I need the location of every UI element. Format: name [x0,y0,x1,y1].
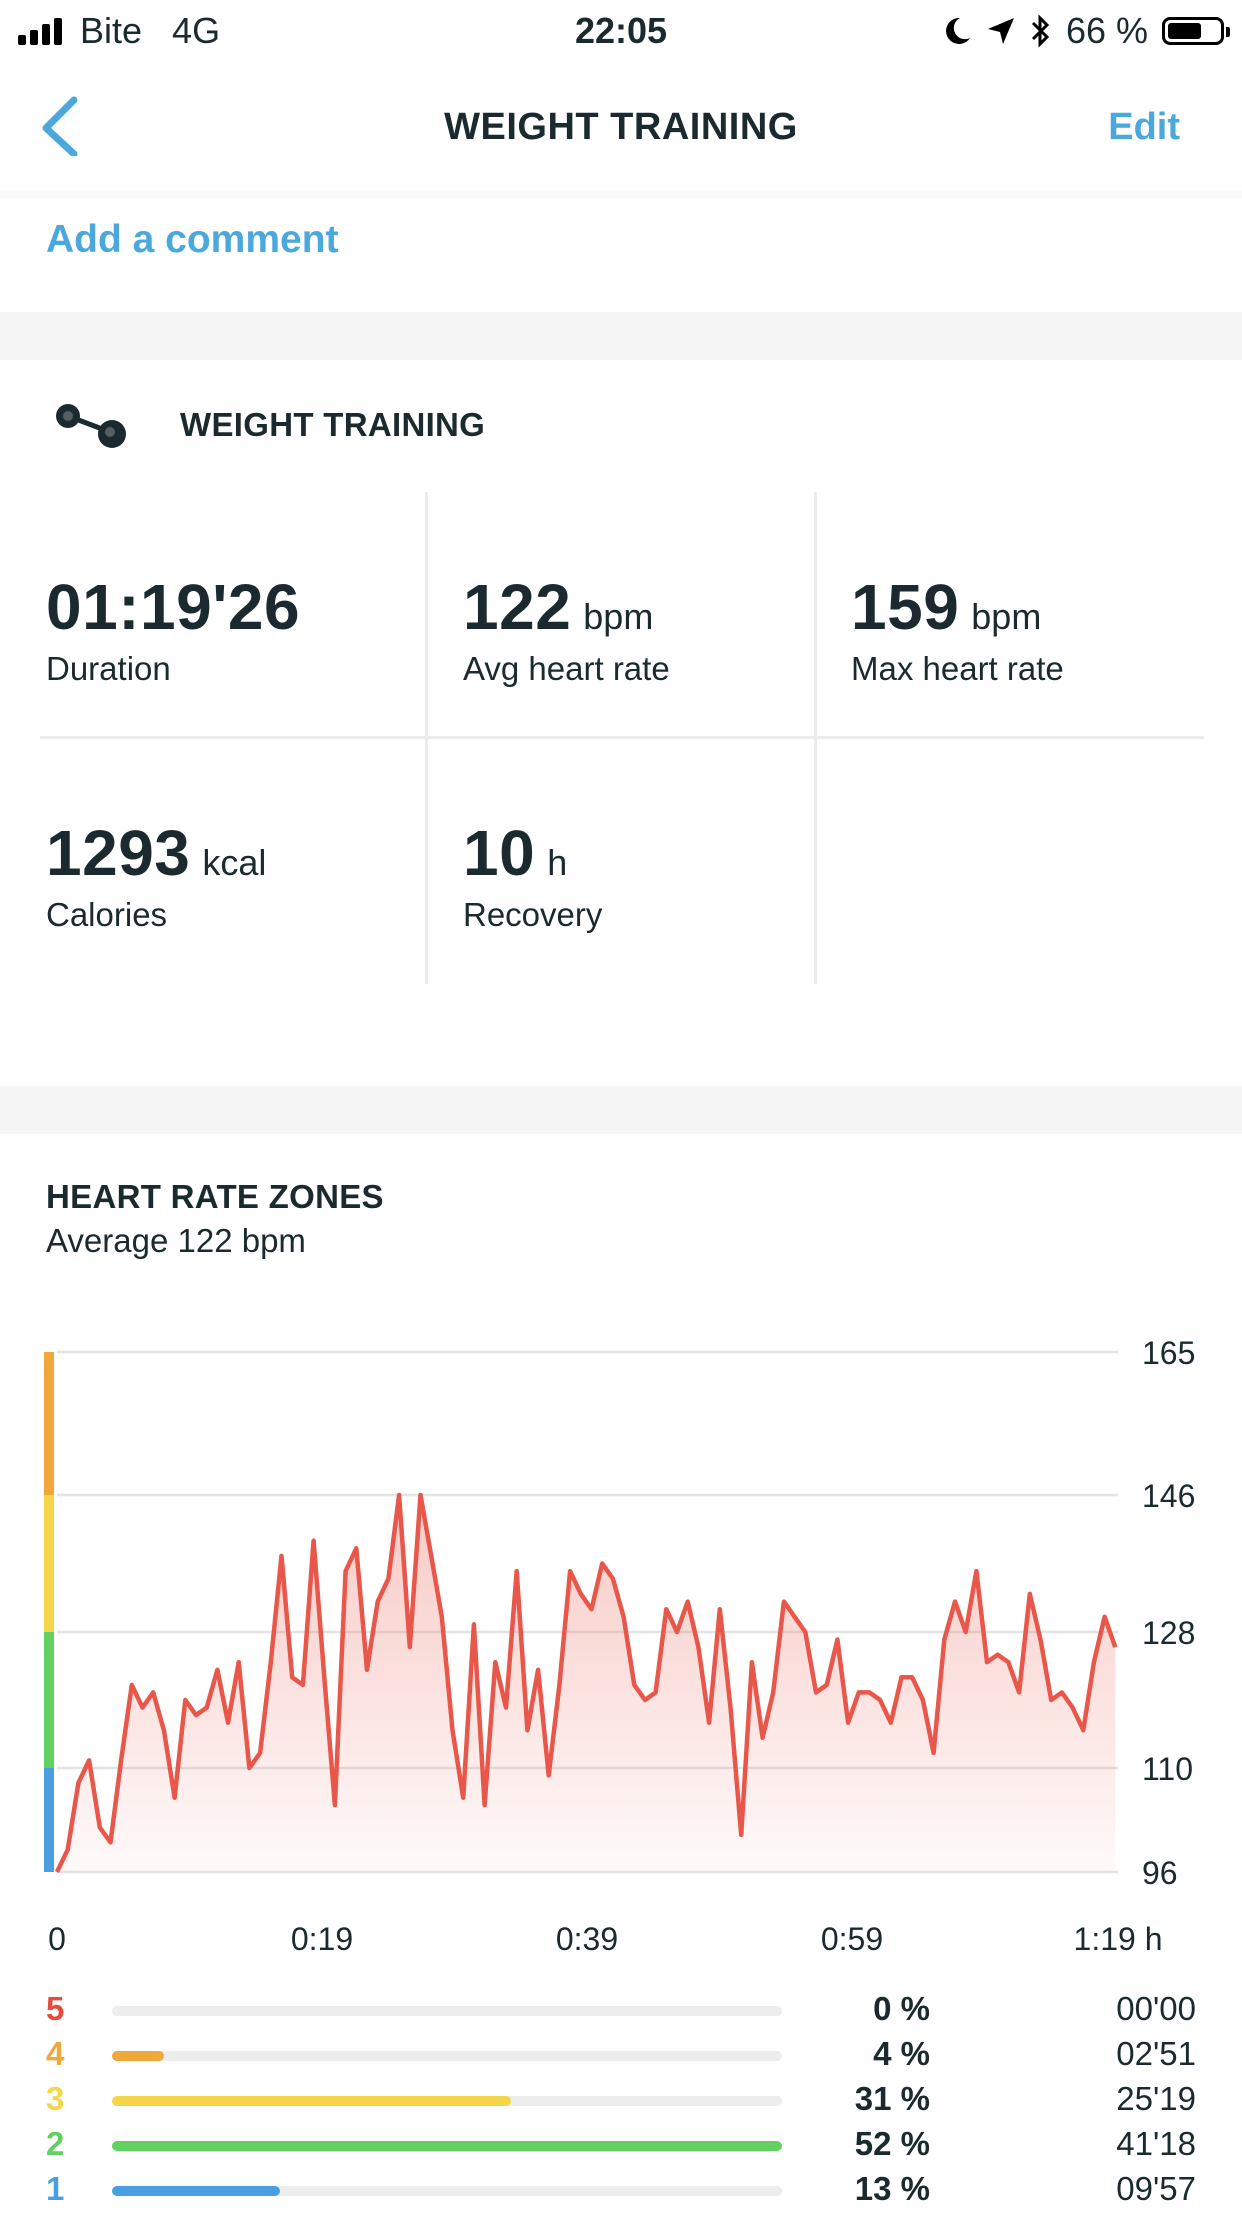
stat-max-heart-rate: 159 bpm Max heart rate [851,570,1064,688]
edit-button[interactable]: Edit [1108,106,1180,148]
zone-row: 5 0 % 00'00 [0,1990,1242,2034]
stat-unit: bpm [583,596,654,637]
grid-divider [40,736,1204,739]
y-tick-label: 96 [1142,1855,1178,1891]
zone-row: 2 52 % 41'18 [0,2125,1242,2169]
y-tick-label: 146 [1142,1478,1195,1514]
zone-time: 41'18 [1116,2125,1196,2162]
zone-band [44,1352,54,1495]
stat-label: Calories [46,896,168,933]
carrier-group: Bite 4G [18,10,220,52]
y-tick-label: 165 [1142,1335,1195,1371]
stat-recovery: 10 h Recovery [463,816,602,934]
stat-value: 122 [463,571,572,643]
stat-value: 1293 [46,817,191,889]
stat-value: 10 [463,817,536,889]
network-type: 4G [172,10,221,51]
carrier-name: Bite [80,10,143,51]
zone-progress-track [112,2006,782,2016]
stat-label: Duration [46,650,171,687]
nav-bar: WEIGHT TRAINING Edit [0,62,1242,190]
heart-rate-line [54,1492,1118,1873]
battery-percent: 66 % [1065,10,1148,51]
stat-label: Max heart rate [851,650,1064,687]
zone-percent: 4 % [873,2035,930,2072]
zone-number: 2 [46,2125,65,2162]
stat-value: 159 [851,571,960,643]
location-arrow-icon [987,18,1014,44]
signal-icon [18,17,62,45]
heart-rate-area [57,1495,1116,1872]
x-tick-label: 1:19 h [1074,1921,1163,1957]
zone-row: 3 31 % 25'19 [0,2080,1242,2124]
zone-progress-track [112,2186,782,2196]
zone-percent: 31 % [854,2080,930,2117]
stat-duration: 01:19'26 Duration [46,570,300,688]
zone-time: 02'51 [1116,2035,1196,2072]
zone-progress-fill [112,2096,512,2106]
status-bar: Bite 4G 22:05 66 % [0,0,1242,62]
stat-label: Recovery [463,896,603,933]
status-right-group: 66 % [944,10,1230,52]
zone-progress-fill [112,2141,782,2151]
zone-number: 3 [46,2080,65,2117]
zone-band [44,1768,54,1872]
dumbbell-icon [56,404,126,448]
clock: 22:05 [574,10,668,51]
stat-value: 01:19'26 [46,571,301,643]
hr-zones-title: HEART RATE ZONES [46,1178,384,1215]
stat-unit: kcal [202,842,267,883]
zone-progress-fill [112,2186,280,2196]
zone-row: 4 4 % 02'51 [0,2035,1242,2079]
zone-progress-fill [112,2051,164,2061]
back-chevron-icon[interactable] [34,96,94,156]
zone-progress-track [112,2141,782,2151]
y-tick-label: 110 [1142,1751,1193,1787]
stat-label: Avg heart rate [463,650,670,687]
zone-band [44,1632,54,1768]
nav-shadow [0,190,1242,198]
zone-percent: 13 % [854,2170,930,2207]
zone-time: 25'19 [1116,2080,1196,2117]
x-tick-label: 0:59 [821,1921,883,1957]
bluetooth-icon [1031,14,1050,48]
page-title: WEIGHT TRAINING [444,106,798,148]
stat-unit: h [547,842,568,883]
zone-progress-track [112,2096,782,2106]
zone-percent: 52 % [854,2125,930,2162]
hr-zones-subtitle: Average 122 bpm [46,1222,306,1259]
zone-number: 4 [46,2035,65,2072]
zone-number: 1 [46,2170,65,2207]
activity-title: WEIGHT TRAINING [180,406,486,443]
x-tick-label: 0 [48,1921,66,1957]
y-tick-label: 128 [1142,1615,1195,1651]
x-tick-label: 0:19 [291,1921,353,1957]
stat-calories: 1293 kcal Calories [46,816,266,934]
zone-band [44,1495,54,1632]
battery-icon [1162,17,1230,45]
x-tick-label: 0:39 [556,1921,618,1957]
zone-time: 09'57 [1116,2170,1196,2207]
zone-time: 00'00 [1116,1990,1196,2027]
add-comment-link[interactable]: Add a comment [46,218,339,261]
section-divider [0,1086,1242,1134]
stat-unit: bpm [971,596,1042,637]
stat-avg-heart-rate: 122 bpm Avg heart rate [463,570,670,688]
zone-row: 1 13 % 09'57 [0,2170,1242,2214]
moon-icon [946,17,970,44]
heart-rate-chart: 165 146 128 110 96 0 0:19 0:39 0:59 1:19 h [44,1335,1195,1957]
section-divider [0,312,1242,360]
zone-percent: 0 % [873,1990,930,2027]
zone-progress-track [112,2051,782,2061]
zone-number: 5 [46,1990,65,2027]
